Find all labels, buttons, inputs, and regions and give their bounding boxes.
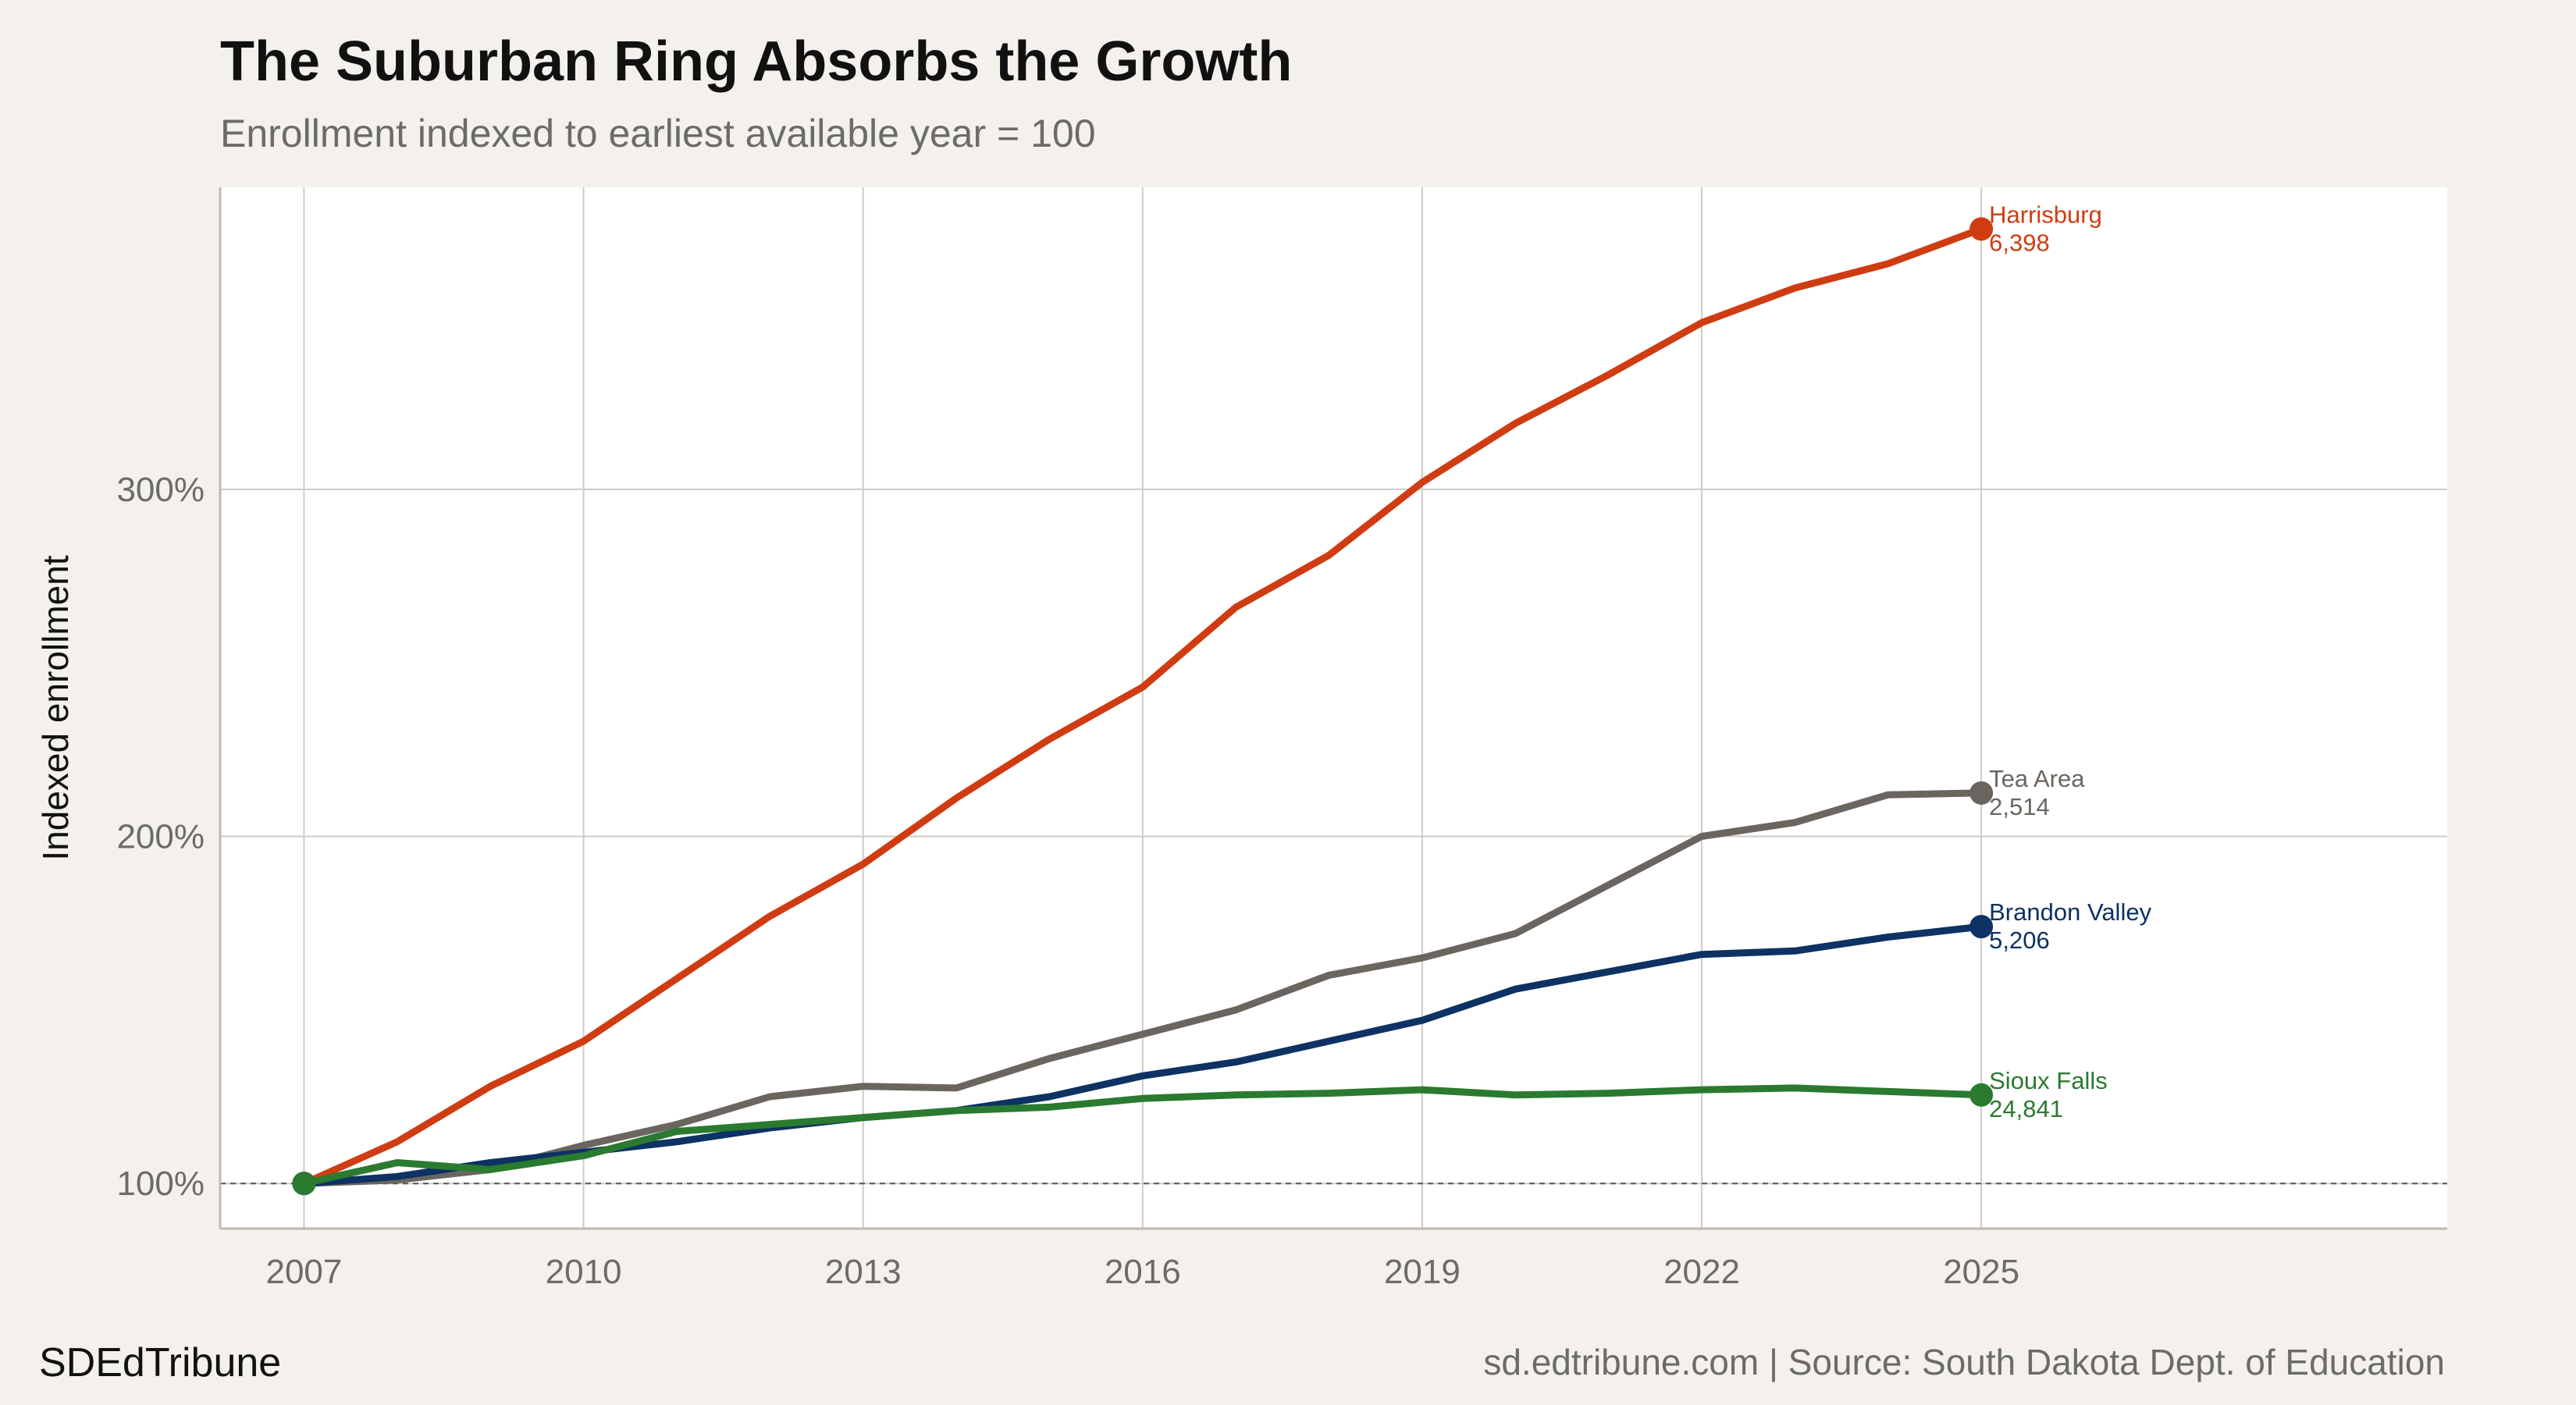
end-label-value-tea-area: 2,514	[1989, 793, 2050, 820]
x-tick-label: 2010	[546, 1253, 622, 1291]
series-line-harrisburg	[300, 225, 1985, 1187]
y-tick-label: 100%	[116, 1165, 205, 1203]
end-label-value-harrisburg: 6,398	[1989, 229, 2050, 256]
x-tick-label: 2022	[1663, 1253, 1740, 1291]
end-point-tea-area	[1969, 781, 1994, 805]
end-label-name-harrisburg: Harrisburg	[1989, 201, 2102, 228]
x-tick-label: 2007	[265, 1253, 342, 1291]
y-tick-labels: 100% 200% 300%	[116, 471, 205, 1203]
series-line-sioux-falls	[300, 1084, 1985, 1187]
end-label-name-sioux-falls: Sioux Falls	[1989, 1067, 2108, 1094]
end-label-value-brandon-valley: 5,206	[1989, 927, 2050, 954]
y-tick-label: 300%	[116, 471, 205, 509]
end-point-brandon-valley	[1969, 915, 1994, 939]
end-point-sioux-falls	[1969, 1083, 1994, 1107]
end-label-name-brandon-valley: Brandon Valley	[1989, 898, 2151, 926]
y-gridlines	[220, 488, 2447, 1185]
start-point-sioux-falls	[292, 1172, 316, 1196]
brand-wordmark: SDEdTribune	[39, 1340, 282, 1385]
x-tick-label: 2013	[825, 1253, 902, 1291]
x-tick-labels: 2007 2010 2013 2016 2019 2022 2025	[265, 1253, 2019, 1291]
plot-background	[220, 187, 2447, 1229]
end-label-name-tea-area: Tea Area	[1989, 765, 2085, 792]
x-tick-label: 2025	[1943, 1253, 2019, 1291]
x-tick-label: 2016	[1105, 1253, 1181, 1291]
x-gridlines	[303, 187, 1983, 1229]
y-axis-title: Indexed enrollment	[35, 555, 76, 860]
source-caption: sd.edtribune.com | Source: South Dakota …	[1483, 1342, 2445, 1382]
chart-title: The Suburban Ring Absorbs the Growth	[220, 30, 1293, 93]
end-label-value-sioux-falls: 24,841	[1989, 1095, 2063, 1122]
series-line-tea-area	[300, 789, 1985, 1187]
end-point-harrisburg	[1969, 217, 1994, 241]
x-tick-label: 2019	[1384, 1253, 1461, 1291]
chart-subtitle: Enrollment indexed to earliest available…	[220, 112, 1096, 155]
y-tick-label: 200%	[116, 818, 205, 856]
